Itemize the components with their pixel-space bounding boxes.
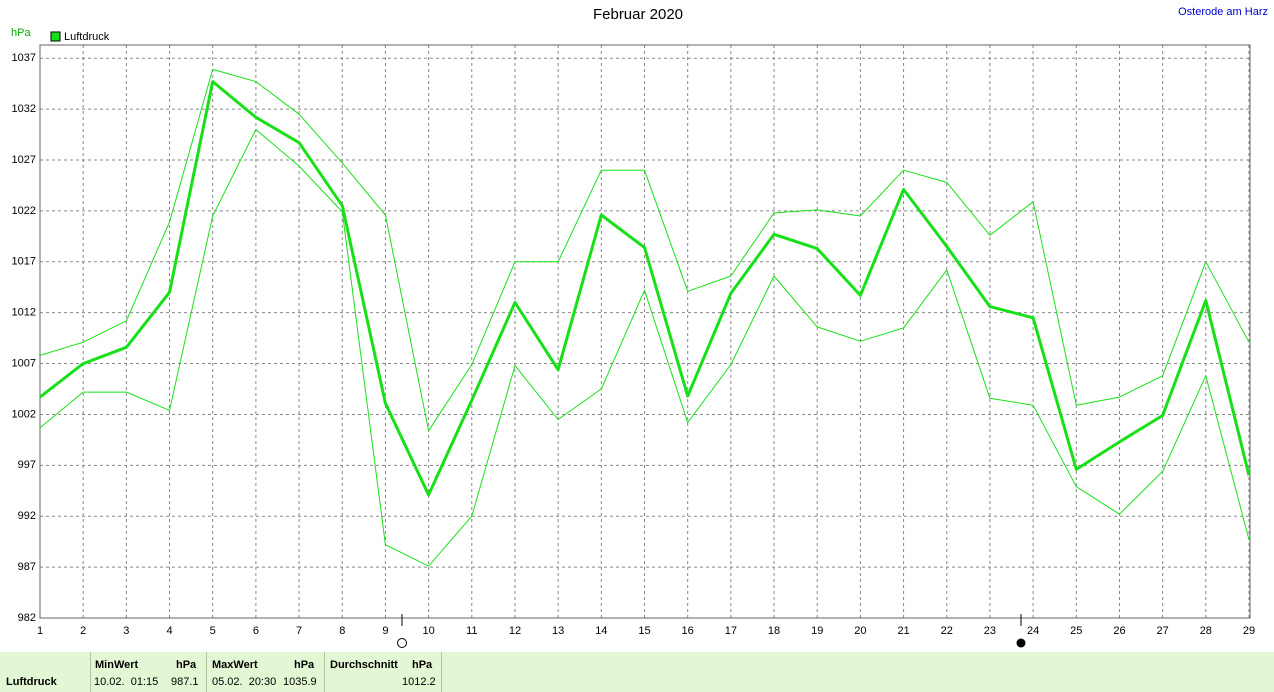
time: 10.02. 01:15 [94, 676, 159, 688]
x-tick-label: 17 [725, 625, 737, 637]
chart: Februar 2020 Osterode am Harz hPa Luftdr… [11, 6, 1268, 648]
x-tick-label: 8 [339, 625, 345, 637]
x-tick-label: 5 [210, 625, 216, 637]
x-tick-label: 26 [1113, 625, 1125, 637]
x-tick-label: 13 [552, 625, 564, 637]
time: 05.02. 20:30 [212, 676, 277, 688]
x-tick-label: 3 [123, 625, 129, 637]
col-unit: hPa [176, 659, 197, 671]
col-header: Durchschnitt [330, 659, 398, 671]
x-tick-label: 6 [253, 625, 259, 637]
x-tick-label: 16 [682, 625, 694, 637]
x-tick-label: 20 [854, 625, 866, 637]
legend-label: Luftdruck [64, 31, 110, 43]
y-unit: hPa [11, 27, 31, 39]
y-tick-label: 1032 [12, 103, 36, 115]
x-tick-label: 28 [1200, 625, 1212, 637]
data-line [39, 80, 1251, 497]
col-header: MaxWert [212, 659, 258, 671]
value: 987.1 [171, 676, 199, 688]
x-tick-label: 9 [382, 625, 388, 637]
x-tick-label: 25 [1070, 625, 1082, 637]
moon-icon [397, 638, 407, 648]
x-tick-label: 4 [166, 625, 172, 637]
legend-swatch [50, 31, 61, 42]
y-tick-label: 1037 [12, 52, 36, 64]
x-tick-label: 29 [1243, 625, 1255, 637]
y-tick-label: 987 [18, 561, 36, 573]
x-tick-label: 24 [1027, 625, 1039, 637]
separator [206, 652, 207, 692]
x-tick-label: 11 [466, 625, 477, 637]
col-unit: hPa [294, 659, 315, 671]
separator [324, 652, 325, 692]
x-tick-label: 12 [509, 625, 521, 637]
data-line [39, 68, 1250, 432]
value: 1035.9 [283, 676, 317, 688]
y-tick-label: 982 [18, 612, 36, 624]
data-line [39, 129, 1250, 567]
x-tick-label: 10 [422, 625, 434, 637]
x-tick-label: 14 [595, 625, 607, 637]
chart-title: Februar 2020 [593, 6, 683, 23]
y-tick-label: 997 [18, 459, 36, 471]
y-tick-label: 1027 [12, 154, 36, 166]
x-tick-label: 15 [638, 625, 650, 637]
x-tick-label: 19 [811, 625, 823, 637]
y-tick-label: 1012 [12, 307, 36, 319]
x-tick-label: 23 [984, 625, 996, 637]
x-tick-label: 7 [296, 625, 302, 637]
y-tick-label: 1022 [12, 205, 36, 217]
col-unit: hPa [412, 659, 433, 671]
y-tick-label: 1017 [12, 256, 36, 268]
x-tick-label: 22 [941, 625, 953, 637]
station: Osterode am Harz [1178, 6, 1268, 18]
x-tick-label: 18 [768, 625, 780, 637]
separator [90, 652, 91, 692]
y-tick-label: 1002 [12, 408, 36, 420]
x-tick-label: 2 [80, 625, 86, 637]
x-tick-label: 1 [37, 625, 43, 637]
y-tick-label: 992 [18, 510, 36, 522]
plot-frame [39, 44, 1251, 619]
separator [441, 652, 442, 692]
row-label: Luftdruck [6, 676, 57, 688]
summary-table: Luftdruck MinWert hPa 10.02. 01:15 987.1… [0, 652, 1274, 692]
value: 1012.2 [402, 676, 436, 688]
y-tick-label: 1007 [12, 357, 36, 369]
col-header: MinWert [95, 659, 139, 671]
x-tick-label: 27 [1157, 625, 1169, 637]
x-tick-label: 21 [897, 625, 909, 637]
moon-icon [1016, 638, 1026, 648]
